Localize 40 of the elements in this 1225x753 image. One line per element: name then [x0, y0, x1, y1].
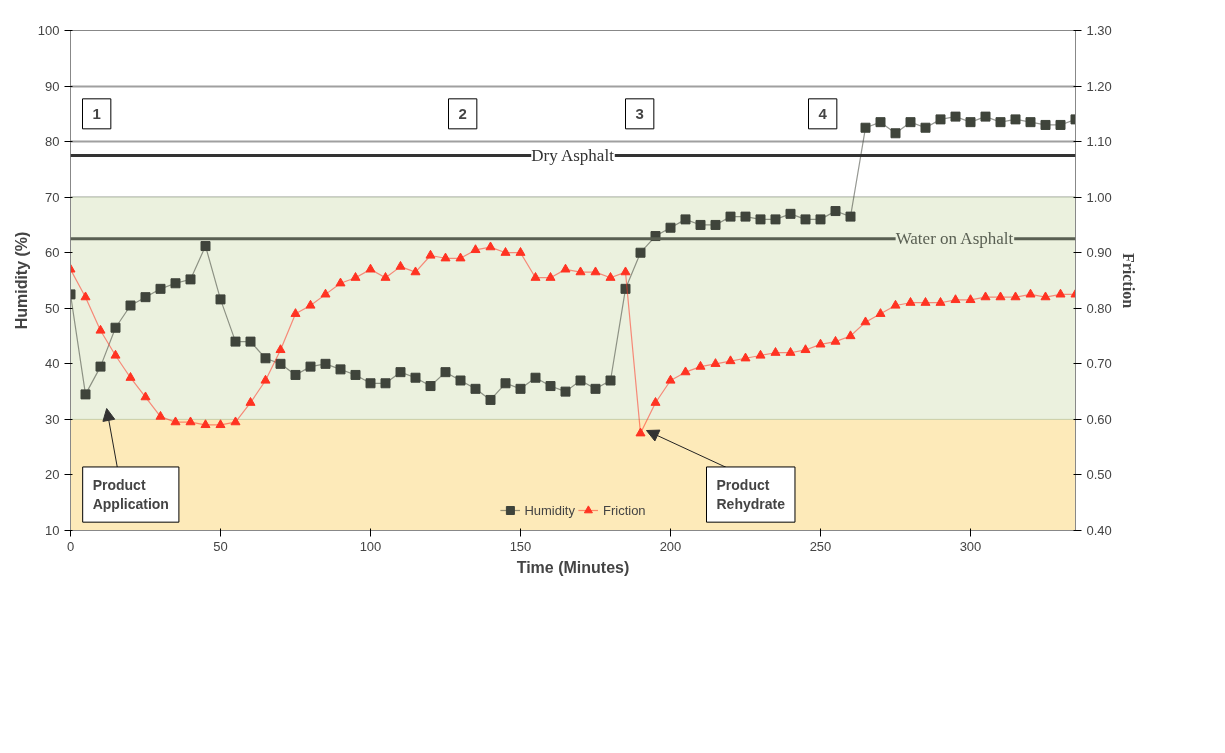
y2-tick-label: 0.70 [1086, 356, 1112, 372]
x-tick-label: 100 [359, 538, 382, 554]
x-tick-label: 50 [213, 538, 228, 554]
ref-line-label: Water on Asphalt [895, 229, 1014, 249]
annotation: 2 [458, 104, 467, 122]
x-tick-label: 300 [959, 538, 982, 554]
x-axis-title: Time (Minutes) [516, 558, 630, 576]
y-axis-title: Humidity (%) [12, 231, 30, 330]
legend-label: Friction [602, 502, 646, 518]
y-tick-label: 30 [45, 411, 60, 427]
y2-tick-label: 1.10 [1086, 134, 1112, 150]
y-tick-label: 60 [45, 245, 60, 261]
y2-tick-label: 1.20 [1086, 78, 1112, 94]
y2-tick-label: 0.80 [1086, 300, 1112, 316]
y-tick-label: 100 [37, 23, 60, 38]
y2-tick-label: 0.90 [1086, 245, 1112, 261]
y2-tick-label: 1.30 [1086, 23, 1112, 38]
y2-tick-label: 0.40 [1086, 523, 1112, 538]
y-tick-label: 20 [45, 467, 60, 483]
y-tick-label: 10 [45, 523, 60, 538]
x-tick-label: 0 [66, 538, 75, 554]
y-tick-label: 70 [45, 189, 60, 205]
ref-line-label: Dry Asphalt [531, 146, 615, 165]
annotation: Product Rehydrate [716, 476, 786, 513]
y2-tick-label: 1.00 [1086, 189, 1112, 205]
annotation: 3 [635, 104, 644, 122]
y-tick-label: 40 [45, 356, 60, 372]
y2-tick-label: 0.60 [1086, 411, 1112, 427]
y2-tick-label: 0.50 [1086, 467, 1112, 483]
y-tick-label: 90 [45, 78, 60, 94]
y-tick-label: 80 [45, 134, 60, 150]
legend-label: Humidity [524, 502, 575, 518]
annotation: 1 [92, 104, 101, 122]
y2-axis-title: Friction [1119, 252, 1137, 309]
y-tick-label: 50 [45, 300, 60, 316]
x-tick-label: 250 [809, 538, 832, 554]
annotation: 4 [818, 104, 828, 122]
annotation: Product Application [92, 476, 169, 513]
x-tick-label: 150 [509, 538, 532, 554]
x-tick-label: 200 [659, 538, 682, 554]
